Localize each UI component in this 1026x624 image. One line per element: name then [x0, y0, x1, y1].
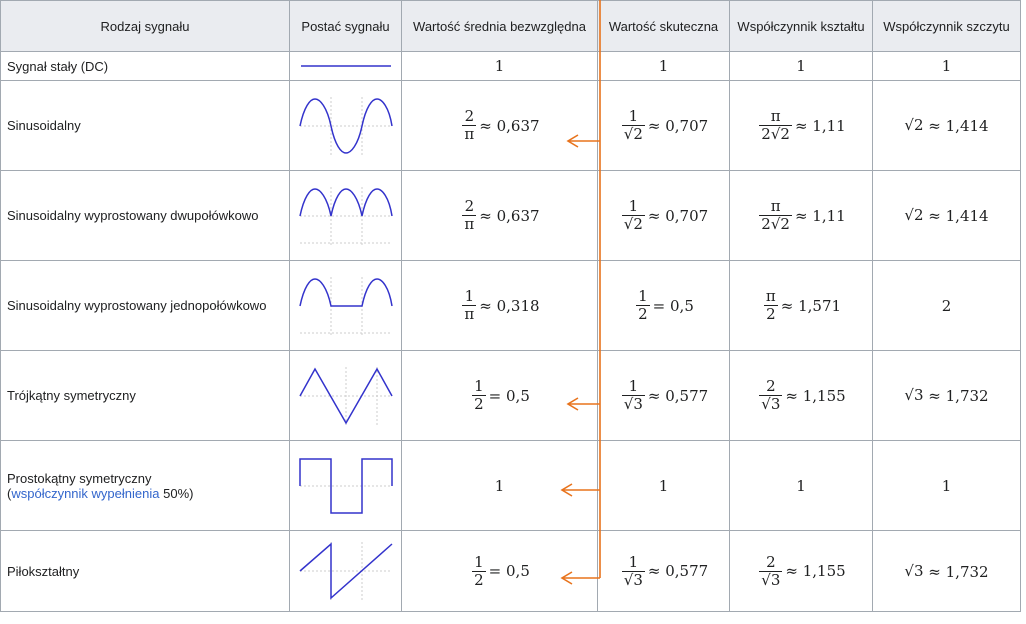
crest-factor-value: √2 ≈ 1,414	[904, 116, 989, 135]
rms-value: 1	[658, 57, 669, 75]
duty-cycle-link[interactable]: współczynnik wypełnienia	[11, 485, 160, 501]
table-row: Sygnał stały (DC) 1 1 1 1	[0, 51, 1021, 81]
triangle-wave-icon	[289, 350, 402, 441]
signal-name: Piłokształtny	[0, 530, 290, 612]
full-wave-rectified-icon	[289, 170, 402, 261]
mean-value: 1 2 = 0,5	[472, 552, 530, 589]
signal-name: Sinusoidalny wyprostowany dwupołówkowo	[0, 170, 290, 261]
table-row: Prostokątny symetryczny (współczynnik wyp…	[0, 440, 1021, 531]
signal-table: Rodzaj sygnału Postać sygnału Wartość śr…	[0, 0, 1021, 612]
rms-value: 1 √2 ≈ 0,707	[621, 107, 709, 143]
dc-line-svg	[300, 65, 391, 67]
col-header-type[interactable]: Rodzaj sygnału	[0, 0, 290, 52]
rms-value: 1 2 = 0,5	[636, 287, 694, 323]
rms-value: 1 √3 ≈ 0,577	[621, 552, 709, 589]
col-header-rms[interactable]: Wartość skuteczna	[597, 0, 730, 52]
crest-factor-value: 1	[941, 476, 952, 495]
table-row: Trójkątny symetryczny 1 2 = 0,5 1 √3 ≈ 0,577…	[0, 350, 1021, 441]
mean-value: 1 2 = 0,5	[472, 377, 530, 413]
form-factor-value: 1	[796, 476, 806, 495]
form-factor-value: 1	[796, 57, 806, 75]
rms-value: 1 √3 ≈ 0,577	[621, 377, 709, 413]
half-wave-rectified-icon	[289, 260, 402, 351]
form-factor-value: π 2√2 ≈ 1,11	[759, 197, 846, 233]
signal-name: Trójkątny symetryczny	[0, 350, 290, 441]
crest-factor-value: √2 ≈ 1,414	[904, 206, 989, 225]
form-factor-value: 2 √3 ≈ 1,155	[759, 377, 846, 413]
signal-name: Prostokątny symetryczny (współczynnik wyp…	[0, 440, 290, 531]
signal-name: Sinusoidalny	[0, 80, 290, 171]
sawtooth-wave-icon	[289, 530, 402, 612]
sine-wave-icon	[289, 80, 402, 171]
square-wave-icon	[289, 440, 402, 531]
crest-factor-value: 2	[941, 296, 952, 315]
signal-name: Sygnał stały (DC)	[0, 51, 290, 81]
crest-factor-value: 1	[941, 57, 952, 75]
mean-value: 2 π ≈ 0,637	[462, 197, 540, 233]
header-row: Rodzaj sygnału Postać sygnału Wartość śr…	[0, 0, 1021, 52]
col-header-shape[interactable]: Postać sygnału	[289, 0, 402, 52]
signal-name: Sinusoidalny wyprostowany jednopołówkowo	[0, 260, 290, 351]
rms-value: 1	[658, 476, 669, 495]
crest-factor-value: √3 ≈ 1,732	[904, 561, 989, 581]
col-header-crest[interactable]: Współczynnik szczytu	[872, 0, 1021, 52]
col-header-form[interactable]: Współczynnik kształtu	[729, 0, 873, 52]
table-row: Sinusoidalny 2 π ≈ 0,637 1 √2 ≈ 0,707 π 2√2 ≈ …	[0, 80, 1021, 171]
crest-factor-value: √3 ≈ 1,732	[904, 386, 989, 405]
rms-value: 1 √2 ≈ 0,707	[621, 197, 709, 233]
mean-value: 1	[494, 476, 505, 495]
mean-value: 2 π ≈ 0,637	[462, 107, 540, 143]
mean-value: 1 π ≈ 0,318	[462, 287, 540, 323]
col-header-mean[interactable]: Wartość średnia bezwzględna	[401, 0, 598, 52]
form-factor-value: π 2√2 ≈ 1,11	[759, 107, 846, 143]
table-row: Sinusoidalny wyprostowany jednopołówkowo…	[0, 260, 1021, 351]
form-factor-value: π 2 ≈ 1,571	[764, 287, 842, 323]
table-row: Sinusoidalny wyprostowany dwupołówkowo 2…	[0, 170, 1021, 261]
dc-line-icon	[289, 51, 402, 81]
form-factor-value: 2 √3 ≈ 1,155	[759, 552, 846, 589]
mean-value: 1	[494, 57, 505, 75]
table-row: Piłokształtny 1 2 = 0,5 1 √3 ≈ 0,577 2 √3 ≈ 1,…	[0, 530, 1021, 612]
